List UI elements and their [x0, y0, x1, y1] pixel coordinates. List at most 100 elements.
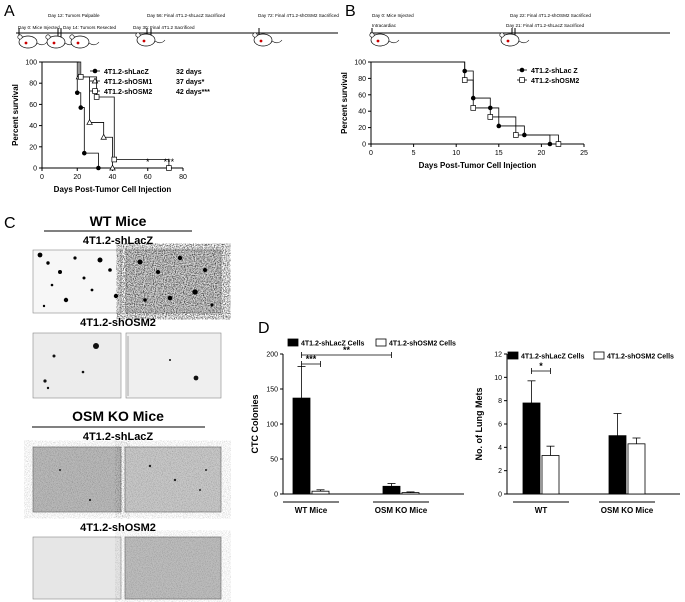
colony-dot [50, 283, 54, 287]
y-tick-label: 60 [358, 92, 366, 99]
survival-line [371, 61, 551, 144]
ko-osm2-label: 4T1.2-shOSM2 [80, 522, 156, 534]
mouse-ear [45, 34, 51, 40]
y-tick-label: 100 [354, 60, 366, 67]
y-axis-label: CTC Colonies [250, 394, 260, 453]
mouse-body [70, 35, 90, 49]
y-tick-label: 100 [266, 422, 278, 429]
legend-marker [519, 67, 525, 73]
x-tick-label: 40 [109, 174, 117, 181]
mouse-body [370, 33, 390, 47]
y-tick-label: 4 [498, 445, 502, 452]
y-tick-label: 10 [494, 375, 502, 382]
timeline-a-label: Day 56: Final 4T1.2-shLacZ Sacrificed [147, 13, 226, 18]
mouse-body [500, 33, 520, 47]
significance-marker: ** [343, 345, 351, 355]
mouse-icon [499, 32, 530, 47]
significance-marker: *** [306, 354, 317, 364]
legend-label: 4T1.2-shOSM1 [104, 79, 152, 86]
significance-marker: *** [164, 157, 175, 167]
x-tick-label: 5 [412, 150, 416, 157]
mouse-icon [17, 34, 48, 49]
mouse-mark [376, 39, 380, 43]
wt-lacz-label: 4T1.2-shLacZ [83, 235, 154, 247]
legend-stat: 32 days [176, 69, 202, 76]
data-point [109, 164, 116, 171]
legend-swatch [375, 338, 387, 347]
y-tick-label: 200 [266, 352, 278, 359]
bar [382, 485, 401, 495]
mouse-ear [252, 32, 258, 38]
colony-dot [46, 386, 50, 390]
mouse-body [136, 33, 156, 47]
data-point [461, 77, 468, 83]
y-tick-label: 0 [362, 142, 366, 149]
x-axis-label: Days Post-Tumor Cell Injection [419, 161, 537, 170]
legend-swatch [593, 351, 605, 360]
category-label: WT [535, 506, 548, 515]
colony-dot [82, 276, 86, 280]
y-tick-label: 60 [29, 102, 37, 109]
colony-dot [58, 270, 62, 274]
data-point [74, 90, 80, 96]
legend-label: 4T1.2-shOSM2 [104, 89, 152, 96]
x-tick-label: 0 [369, 150, 373, 157]
x-tick-label: 10 [452, 150, 460, 157]
bar [401, 492, 420, 495]
legend-swatch [287, 338, 299, 347]
mouse-tail [36, 41, 48, 46]
timeline-b-label: Day 0: Mice Injected [372, 13, 414, 18]
mouse-body [46, 35, 66, 49]
colony-dot [88, 498, 92, 502]
colony-dot [42, 304, 46, 308]
mouse-mark [76, 41, 80, 45]
colony-dot [97, 257, 103, 263]
wt-osm2-image-1 [32, 332, 122, 399]
y-tick-label: 150 [266, 387, 278, 394]
mouse-ear [135, 32, 141, 38]
colony-dot [156, 270, 160, 274]
timeline-a: Day 0: Mice Injected Day 12: Tumors Palpa… [16, 13, 339, 49]
y-tick-label: 2 [498, 468, 502, 475]
mouse-tail [271, 39, 283, 44]
data-point [547, 141, 553, 147]
mouse-icon [69, 34, 100, 49]
y-tick-label: 100 [25, 60, 37, 67]
y-tick-label: 40 [29, 123, 37, 130]
y-tick-label: 8 [498, 398, 502, 405]
panel-label-c: C [4, 215, 16, 232]
y-tick-label: 0 [274, 492, 278, 499]
bar [608, 435, 627, 495]
legend-label: 4T1.2-shOSM2 Cells [389, 341, 456, 348]
colony-dot [169, 359, 171, 361]
panel-label-a: A [4, 3, 15, 20]
data-point [82, 150, 87, 156]
legend-label: 4T1.2-shOSM2 Cells [607, 354, 674, 361]
mouse-tail [518, 39, 530, 44]
y-tick-label: 50 [270, 457, 278, 464]
mouse-tail [88, 41, 100, 46]
timeline-a-label: Day 72: Final 4T1.2-shOSM2 Sacrificed [258, 13, 339, 18]
colony-dot [173, 478, 177, 482]
significance-marker: * [146, 157, 150, 167]
y-tick-label: 80 [29, 81, 37, 88]
y-tick-label: 20 [358, 125, 366, 132]
timeline-a-label: Day 0: Mice Injected [18, 25, 60, 30]
legend-marker [92, 88, 98, 94]
x-tick-label: 60 [144, 174, 152, 181]
colony-dot [167, 295, 173, 301]
mouse-ear [499, 32, 505, 38]
data-point [100, 133, 107, 140]
colony-dot [37, 252, 43, 258]
colony-dot [93, 343, 99, 349]
colony-dot [73, 256, 77, 260]
ko-lacz-label: 4T1.2-shLacZ [83, 431, 154, 443]
legend-stat: 42 days*** [176, 89, 210, 96]
data-point [86, 118, 93, 125]
bar [627, 443, 646, 495]
wt-lacz-image-1 [32, 249, 122, 314]
colony-dot [192, 289, 198, 295]
x-tick-label: 20 [73, 174, 81, 181]
data-point [78, 105, 84, 110]
